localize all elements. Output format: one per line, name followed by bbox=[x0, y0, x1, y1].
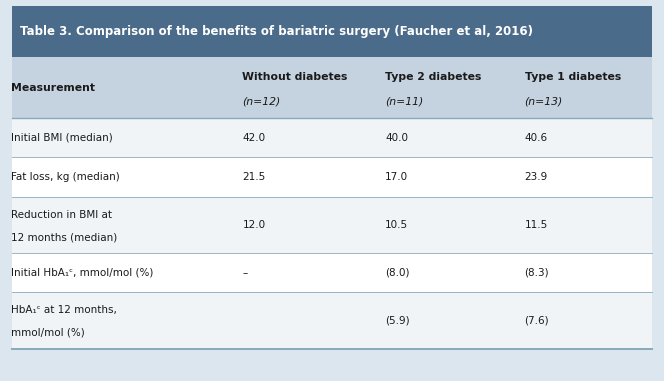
Text: Without diabetes: Without diabetes bbox=[242, 72, 348, 82]
FancyBboxPatch shape bbox=[12, 253, 652, 292]
Text: (n=12): (n=12) bbox=[242, 96, 281, 106]
FancyBboxPatch shape bbox=[12, 292, 652, 349]
Text: 12.0: 12.0 bbox=[242, 220, 266, 230]
Text: (8.3): (8.3) bbox=[525, 267, 549, 278]
Text: –: – bbox=[242, 267, 248, 278]
Text: Table 3. Comparison of the benefits of bariatric surgery (Faucher et al, 2016): Table 3. Comparison of the benefits of b… bbox=[20, 25, 533, 38]
Text: mmol/mol (%): mmol/mol (%) bbox=[11, 328, 85, 338]
Text: (8.0): (8.0) bbox=[385, 267, 410, 278]
Text: (n=11): (n=11) bbox=[385, 96, 424, 106]
Text: Initial HbA₁ᶜ, mmol/mol (%): Initial HbA₁ᶜ, mmol/mol (%) bbox=[11, 267, 153, 278]
Text: (7.6): (7.6) bbox=[525, 315, 549, 325]
Text: 11.5: 11.5 bbox=[525, 220, 548, 230]
Text: Fat loss, kg (median): Fat loss, kg (median) bbox=[11, 172, 120, 182]
FancyBboxPatch shape bbox=[12, 6, 652, 57]
Text: Measurement: Measurement bbox=[11, 83, 96, 93]
Text: 17.0: 17.0 bbox=[385, 172, 408, 182]
FancyBboxPatch shape bbox=[12, 157, 652, 197]
Text: Reduction in BMI at: Reduction in BMI at bbox=[11, 210, 112, 219]
FancyBboxPatch shape bbox=[12, 118, 652, 157]
Text: Type 1 diabetes: Type 1 diabetes bbox=[525, 72, 621, 82]
Text: 10.5: 10.5 bbox=[385, 220, 408, 230]
Text: 23.9: 23.9 bbox=[525, 172, 548, 182]
Text: 40.6: 40.6 bbox=[525, 133, 548, 143]
FancyBboxPatch shape bbox=[12, 197, 652, 253]
Text: Type 2 diabetes: Type 2 diabetes bbox=[385, 72, 481, 82]
Text: 40.0: 40.0 bbox=[385, 133, 408, 143]
Text: (5.9): (5.9) bbox=[385, 315, 410, 325]
Text: 12 months (median): 12 months (median) bbox=[11, 232, 118, 242]
Text: 21.5: 21.5 bbox=[242, 172, 266, 182]
Text: (n=13): (n=13) bbox=[525, 96, 563, 106]
Text: HbA₁ᶜ at 12 months,: HbA₁ᶜ at 12 months, bbox=[11, 305, 117, 315]
FancyBboxPatch shape bbox=[12, 57, 652, 118]
Text: Initial BMI (median): Initial BMI (median) bbox=[11, 133, 113, 143]
Text: 42.0: 42.0 bbox=[242, 133, 266, 143]
